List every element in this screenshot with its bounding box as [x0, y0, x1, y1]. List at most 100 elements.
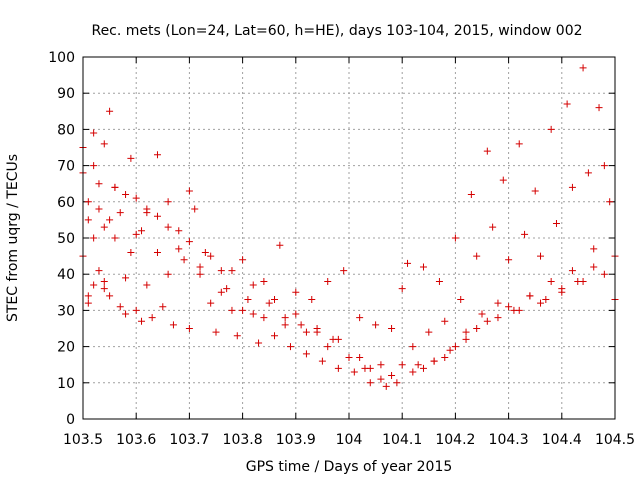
- data-point: [515, 140, 523, 148]
- data-point: [366, 379, 374, 387]
- data-point: [409, 368, 417, 376]
- data-point: [393, 379, 401, 387]
- data-point: [435, 277, 443, 285]
- data-point: [292, 310, 300, 318]
- data-point: [382, 382, 390, 390]
- data-point: [100, 223, 108, 231]
- data-point: [100, 285, 108, 293]
- data-point: [324, 277, 332, 285]
- data-point: [265, 299, 273, 307]
- data-point: [377, 375, 385, 383]
- data-point: [595, 104, 603, 112]
- data-point: [148, 314, 156, 322]
- data-point: [473, 252, 481, 260]
- data-point: [313, 325, 321, 332]
- y-tick-label: 20: [57, 340, 75, 356]
- data-point: [175, 227, 183, 235]
- data-point: [207, 252, 215, 260]
- data-point: [122, 274, 130, 282]
- data-point: [388, 325, 396, 332]
- data-point: [419, 364, 427, 372]
- data-point: [606, 198, 614, 206]
- data-point: [111, 234, 119, 242]
- y-tick-label: 0: [66, 412, 75, 428]
- data-point: [127, 248, 135, 256]
- data-point: [494, 299, 502, 307]
- data-point: [260, 277, 268, 285]
- data-point: [388, 372, 396, 380]
- data-point: [228, 267, 236, 275]
- data-point: [281, 321, 289, 329]
- data-point: [95, 180, 103, 188]
- data-point: [419, 263, 427, 271]
- y-tick-label: 60: [57, 195, 75, 211]
- data-point: [122, 191, 130, 199]
- data-point: [414, 361, 422, 369]
- y-tick-label: 30: [57, 303, 75, 319]
- data-point: [153, 212, 161, 220]
- data-point: [169, 321, 177, 329]
- data-point: [111, 183, 119, 191]
- data-point: [409, 343, 417, 351]
- data-point: [196, 270, 204, 278]
- data-point: [217, 267, 225, 275]
- data-point: [239, 306, 247, 314]
- y-axis-label: STEC from uqrg / TECUs: [5, 154, 21, 322]
- x-tick-label: 103.5: [63, 432, 103, 448]
- y-tick-label: 80: [57, 122, 75, 138]
- data-point: [340, 267, 348, 275]
- data-point: [505, 256, 513, 264]
- data-point: [223, 285, 231, 293]
- x-tick-label: 103.8: [223, 432, 263, 448]
- data-point: [425, 328, 433, 336]
- data-point: [568, 183, 576, 191]
- data-point: [462, 335, 470, 343]
- data-point: [521, 230, 529, 238]
- data-point: [430, 357, 438, 365]
- data-point: [249, 281, 257, 289]
- data-point: [531, 187, 539, 195]
- data-point: [478, 310, 486, 318]
- data-point: [132, 194, 140, 202]
- data-point: [584, 169, 592, 177]
- data-point: [292, 288, 300, 296]
- data-point: [132, 306, 140, 314]
- data-point: [542, 296, 550, 304]
- y-tick-label: 40: [57, 267, 75, 283]
- data-point: [505, 303, 513, 311]
- data-point: [132, 230, 140, 238]
- data-point: [249, 310, 257, 318]
- data-point: [201, 248, 209, 256]
- data-point: [600, 162, 608, 170]
- data-point: [467, 191, 475, 199]
- data-point: [175, 245, 183, 253]
- x-tick-label: 104.5: [595, 432, 635, 448]
- data-point: [446, 346, 454, 354]
- data-point: [483, 317, 491, 325]
- data-point: [84, 292, 92, 300]
- data-point: [207, 299, 215, 307]
- data-point: [143, 209, 151, 217]
- data-point: [159, 303, 167, 311]
- data-point: [324, 343, 332, 351]
- data-point: [116, 303, 124, 311]
- data-point: [138, 227, 146, 235]
- data-point: [90, 129, 98, 137]
- data-point: [90, 281, 98, 289]
- data-point: [483, 147, 491, 155]
- data-point: [308, 296, 316, 304]
- data-point: [398, 285, 406, 293]
- data-point: [579, 277, 587, 285]
- data-points: [79, 64, 619, 390]
- data-point: [196, 263, 204, 271]
- y-tick-label: 100: [48, 50, 75, 66]
- data-point: [334, 364, 342, 372]
- data-point: [489, 223, 497, 231]
- data-point: [180, 256, 188, 264]
- data-point: [302, 350, 310, 358]
- data-point: [153, 151, 161, 159]
- data-point: [239, 256, 247, 264]
- data-point: [537, 299, 545, 307]
- x-axis-label: GPS time / Days of year 2015: [246, 459, 453, 475]
